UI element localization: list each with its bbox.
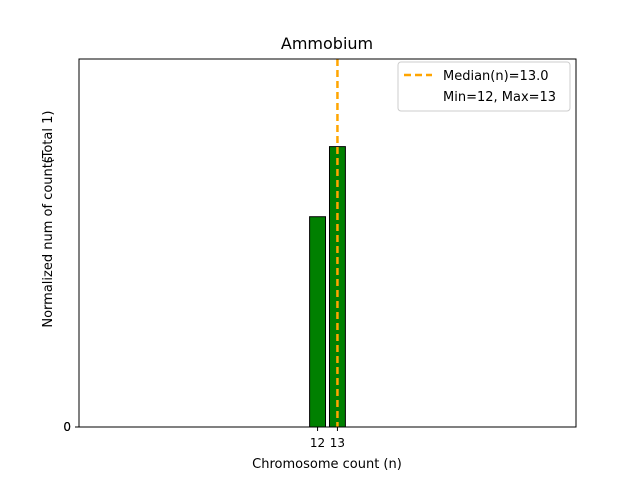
x-tick-label-12: 12 — [310, 436, 325, 450]
x-axis-label: Chromosome count (n) — [252, 457, 402, 472]
bar-12 — [309, 216, 327, 428]
x-ticks: 12 13 — [310, 427, 345, 450]
x-tick-label-13: 13 — [330, 436, 345, 450]
y-tick-label-0: 0 — [63, 420, 71, 434]
legend-range-label: Min=12, Max=13 — [443, 90, 556, 105]
legend: Median(n)=13.0 Min=12, Max=13 — [397, 61, 571, 112]
y-axis-label: Normalized num of counts — [41, 156, 56, 327]
legend-median-label: Median(n)=13.0 — [443, 69, 549, 84]
y-tick-label-1: 0 — [63, 420, 71, 434]
bars — [309, 146, 346, 428]
chart-title: Ammobium — [281, 34, 373, 53]
plot-frame — [78, 58, 577, 428]
y-ticks: 00 — [63, 420, 79, 434]
legend-box — [397, 61, 571, 112]
y-axis-total-note: (Total 1) — [41, 111, 56, 164]
